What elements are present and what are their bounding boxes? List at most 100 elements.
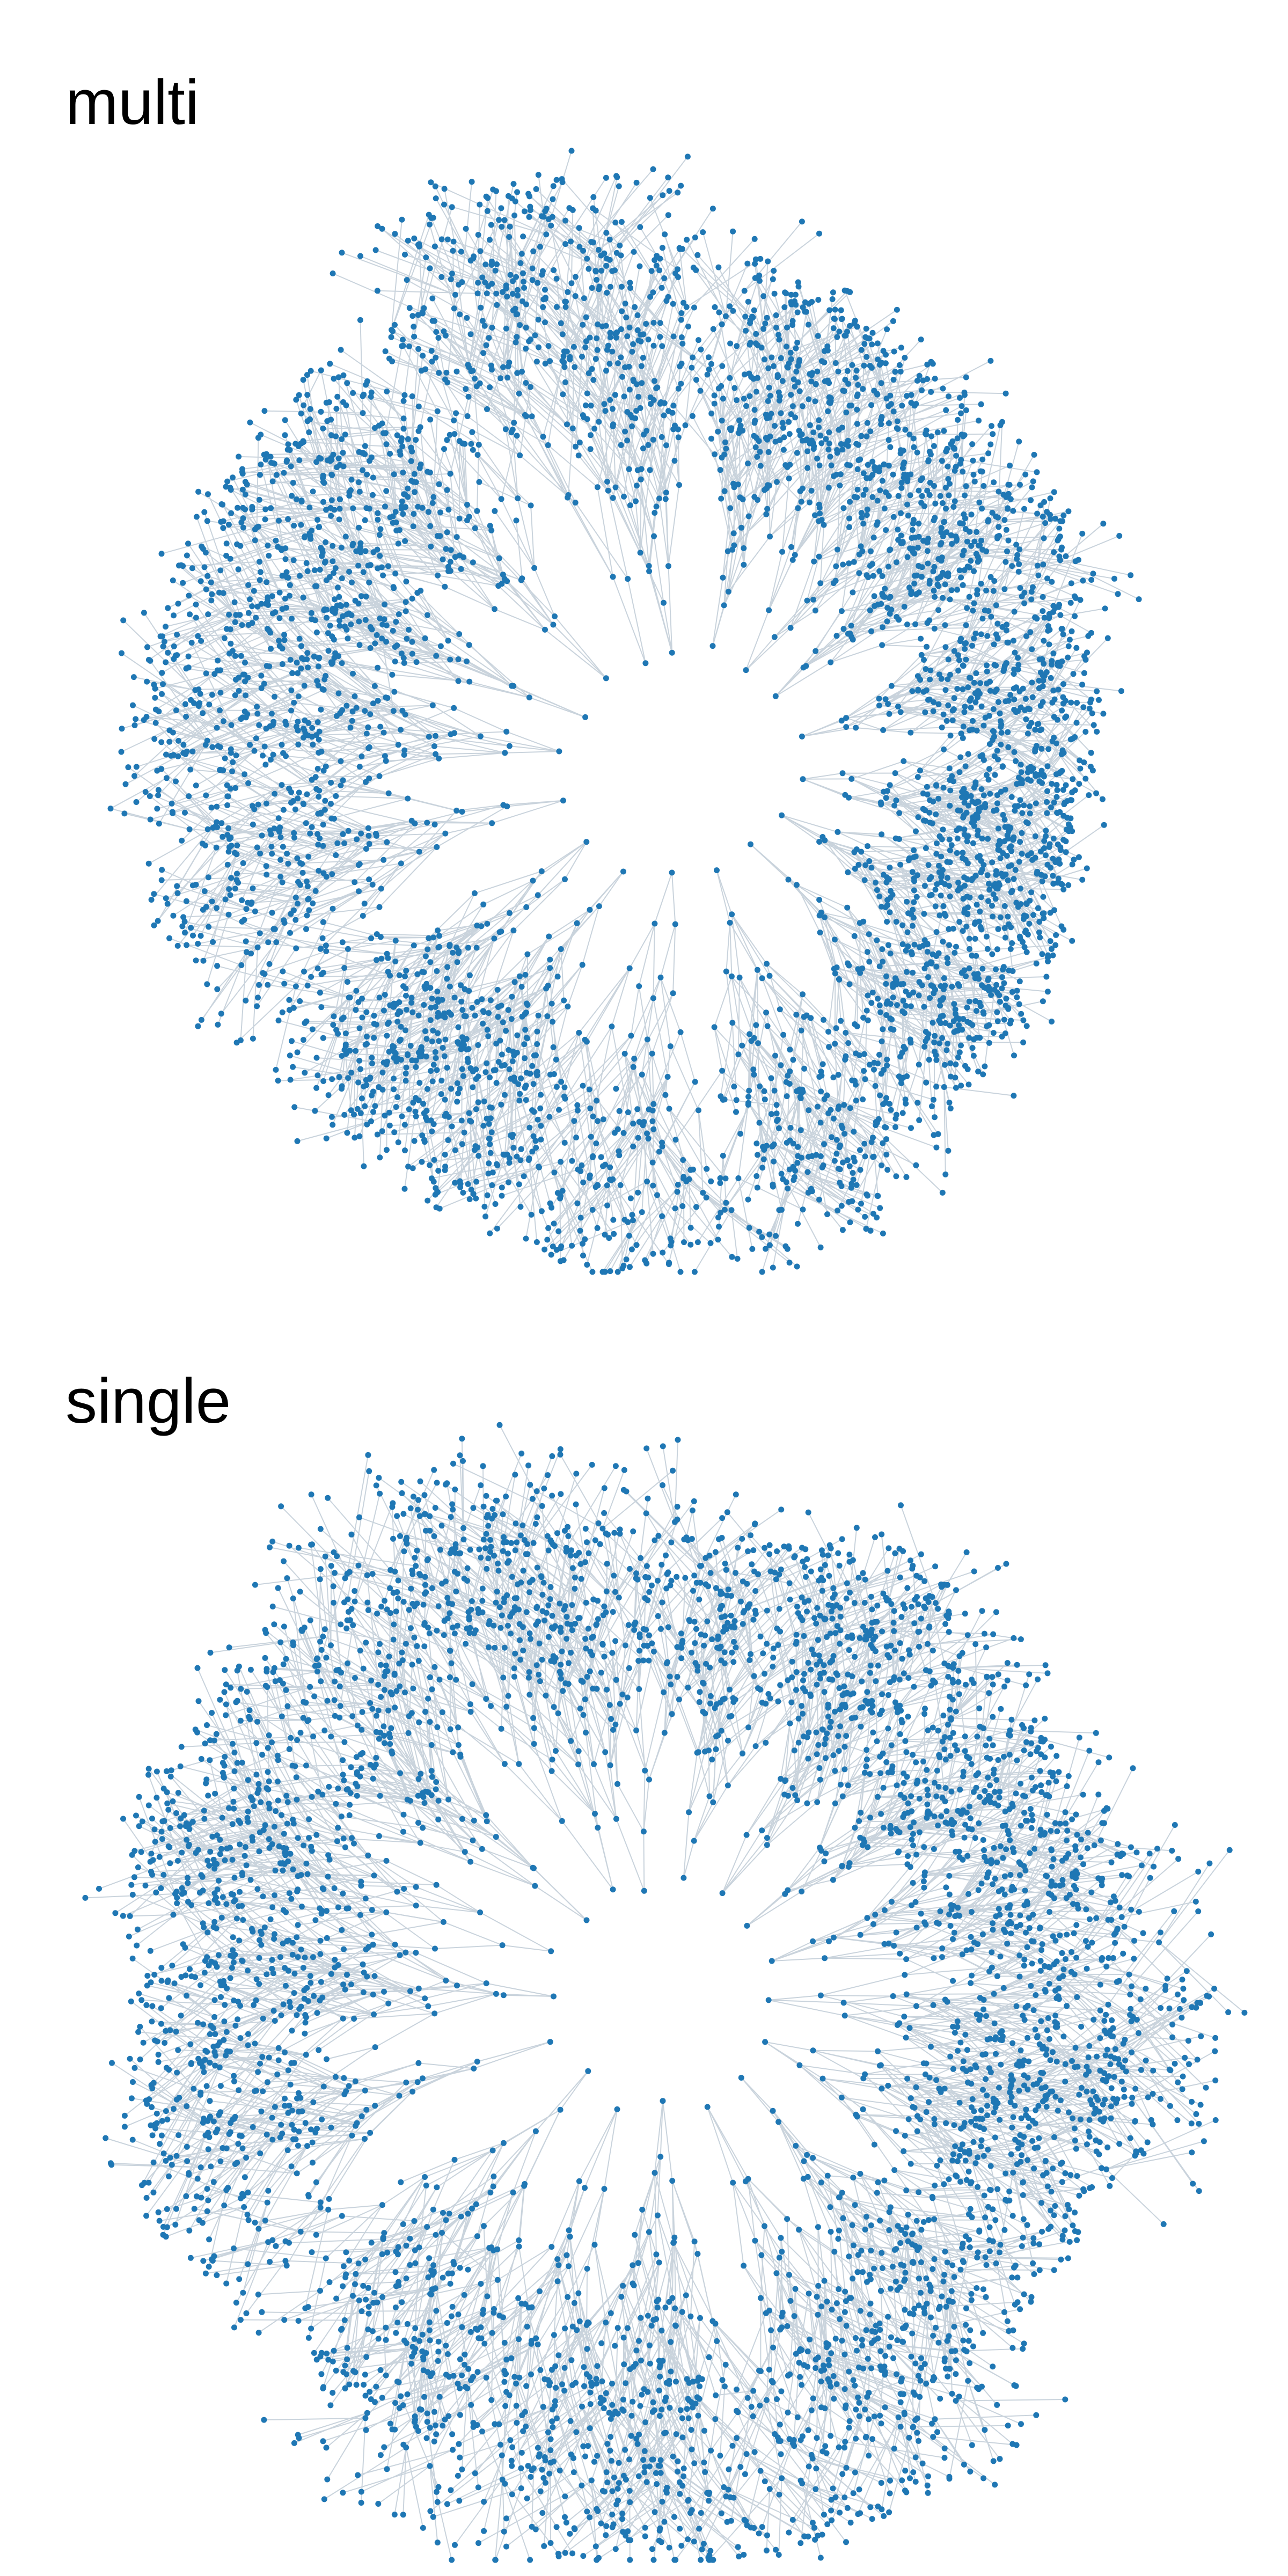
graph-edge [878,1065,888,1119]
graph-edge [587,419,608,482]
graph-edge [1056,708,1091,744]
graph-node [550,183,557,189]
graph-edge [652,1104,654,1186]
graph-node [863,433,870,440]
graph-edge [925,433,936,504]
graph-edge [721,346,737,421]
graph-edge [806,633,849,667]
graph-edge [965,777,1019,795]
graph-edge [587,337,591,394]
graph-edge [567,964,583,1007]
graph-edge [502,309,516,368]
graph-node [606,236,613,243]
graph-edge [873,1070,878,1123]
graph-node [629,423,635,429]
graph-node [553,275,560,282]
graph-node [621,393,627,400]
graph-node [789,403,796,409]
graph-node [751,236,758,242]
graph-node [741,545,747,551]
graph-edge [653,998,669,1077]
graph-edge [810,381,839,452]
graph-edge [538,1100,597,1168]
graph-edge [1042,599,1081,676]
graph-edge [236,986,297,1043]
graph-node [744,260,751,267]
graph-node [621,493,627,500]
graph-edge [962,635,988,690]
graph-edge [982,549,1060,561]
graph-edge [830,367,873,404]
graph-node [755,497,760,503]
graph-edge [1020,888,1064,890]
graph-edge [874,583,930,607]
graph-edge [861,506,925,514]
graph-edge [670,1046,699,1111]
graph-edge [762,978,797,1015]
graph-edge [721,357,772,421]
graph-node [619,308,625,314]
graph-edge [798,286,825,363]
graph-edge [867,845,901,866]
graph-edge [828,1046,855,1081]
graph-node [780,447,787,453]
graph-node [624,333,631,340]
graph-edge [713,328,747,406]
graph-edge [909,858,961,889]
graph-node [581,295,587,302]
graph-node [708,411,715,416]
graph-edge [910,732,962,734]
graph-edge [590,449,636,502]
graph-edge [967,913,999,930]
graph-node [633,498,639,504]
graph-node [609,406,616,412]
graph-edge [834,939,883,962]
graph-edge [532,251,607,326]
graph-edge [680,1032,696,1082]
graph-edge [841,685,892,721]
graph-edge [793,1166,842,1206]
graph-edge [1060,535,1120,561]
graph-node [624,437,631,444]
graph-edge [776,434,802,482]
graph-edge [841,1056,846,1128]
graph-edge [814,522,878,562]
graph-node [639,380,645,386]
graph-node [540,268,546,274]
graph-edge [1020,783,1052,801]
graph-node [618,219,625,225]
graph-node [645,442,652,448]
graph-node [727,375,733,381]
graph-edge [624,1053,634,1124]
graph-node [658,434,665,440]
graph-edge [873,1069,887,1128]
graph-edge [851,760,904,780]
graph-edge [606,481,641,553]
graph-edge [843,575,867,630]
graph-edge [984,549,1020,611]
graph-edge [883,727,942,731]
graph-edge [1037,656,1085,724]
graph-edge [993,885,1021,939]
graph-edge [997,795,1029,856]
graph-node [675,385,682,392]
graph-edge [445,822,492,835]
graph-edge [884,566,923,598]
graph-edge [811,328,867,382]
graph-node [494,302,500,308]
graph-node [647,195,653,201]
graph-edge [821,1091,896,1128]
graph-node [719,363,726,369]
graph-node [536,344,542,350]
graph-edge [801,1030,825,1100]
graph-edge [1037,565,1115,580]
graph-edge [834,1043,863,1100]
graph-node [551,267,557,273]
graph-edge [920,770,952,777]
graph-node [727,505,734,511]
graph-edge [943,1087,946,1175]
graph-edge [586,968,631,1042]
graph-edge [582,1035,632,1086]
graph-edge [581,1111,629,1166]
graph-edge [745,627,791,671]
